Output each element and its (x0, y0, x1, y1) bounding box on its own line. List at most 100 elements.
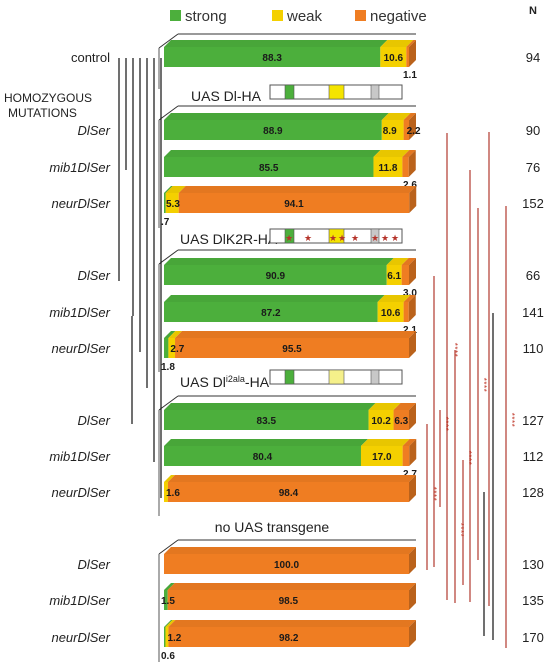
mutation-star-icon: ★ (329, 233, 337, 243)
bar-segment-negative (175, 338, 409, 358)
bar-segment-strong (164, 302, 378, 322)
legend-label-negative: negative (370, 8, 427, 25)
data-label: 94.1 (284, 199, 304, 210)
bar-top-weak (164, 475, 175, 482)
legend-label-strong: strong (185, 8, 227, 25)
construct-domain-green (284, 369, 295, 385)
bar-top-weak (381, 113, 411, 120)
significance-marker: **** (441, 417, 450, 431)
legend-label-weak: weak (286, 8, 323, 25)
bar-top-weak (165, 620, 176, 627)
section-header-uas-dl-i2ala-ha: UAS Dli2ala-HA (180, 374, 270, 390)
data-label: 10.2 (371, 416, 391, 427)
bar-segment-strong (164, 47, 381, 67)
data-label: 1.2 (167, 633, 181, 644)
data-label: 88.3 (262, 53, 282, 64)
n-value: 127 (522, 413, 544, 428)
bar-top-weak (373, 150, 410, 157)
bar-row-3: neurDlSer 152 .7 5.3 94.1 (51, 186, 544, 228)
bar-top-negative (178, 186, 417, 193)
bar-side-face (408, 150, 416, 177)
data-label: 87.2 (261, 308, 281, 319)
row-label: mib1DlSer (49, 160, 110, 175)
section-frame-corner (158, 33, 179, 49)
data-label: 0.6 (161, 651, 175, 662)
row-label: neurDlSer (51, 630, 110, 645)
n-value: 110 (523, 341, 544, 356)
mutation-star-icon: ★ (371, 233, 379, 243)
bar-top-weak (380, 40, 414, 47)
bar-top-negative (167, 475, 416, 482)
bar-segment-weak (386, 265, 402, 285)
bar-row-0: control 94 88.3 10.6 1.1 (71, 40, 540, 81)
row-label: DlSer (77, 557, 110, 572)
legend-swatch-negative (355, 10, 366, 21)
data-label: 2.2 (407, 126, 421, 137)
data-label: 98.4 (279, 488, 299, 499)
n-value: 135 (522, 593, 544, 608)
data-label: 1.5 (161, 596, 175, 607)
data-label: 5.3 (166, 199, 180, 210)
bar-row-10: DlSer 130 100.0 (77, 547, 544, 574)
bar-segment-negative (403, 120, 409, 140)
bar-segment-negative (401, 265, 409, 285)
mutation-star-icon: ★ (304, 233, 312, 243)
data-label: 6.3 (394, 416, 408, 427)
n-value: 128 (522, 485, 544, 500)
bar-segment-weak (377, 302, 404, 322)
bar-segment-negative (167, 590, 409, 610)
data-label: 1.6 (166, 488, 180, 499)
n-value: 94 (526, 50, 540, 65)
bar-row-6: neurDlSer 110 1.8 2.7 95.5 (51, 331, 543, 373)
data-label: 2.6 (403, 180, 417, 191)
bar-segment-weak (381, 120, 404, 140)
section-frame-corner (158, 395, 179, 411)
row-label: neurDlSer (51, 196, 110, 211)
bar-top-negative (402, 150, 416, 157)
bar-segment-negative (406, 47, 409, 67)
data-label: 88.9 (263, 126, 283, 137)
bar-top-strong (164, 331, 176, 338)
construct-domain-green (284, 228, 295, 244)
bar-segment-strong (164, 338, 169, 358)
bar-side-face (409, 583, 416, 610)
data-label: 83.5 (257, 416, 277, 427)
data-label: 2.7 (170, 344, 184, 355)
significance-marker: **** (429, 487, 438, 501)
bar-side-face (409, 547, 416, 574)
bar-side-face (409, 620, 416, 647)
n-value: 112 (523, 449, 544, 464)
n-value: 90 (526, 123, 540, 138)
row-label: mib1DlSer (49, 449, 110, 464)
bar-top-strong (164, 403, 376, 410)
bar-top-negative (175, 331, 416, 338)
bar-top-strong (164, 186, 173, 193)
bar-segment-strong (164, 410, 369, 430)
data-label: 6.1 (387, 271, 401, 282)
mutation-star-icon: ★ (391, 233, 399, 243)
bar-top-strong (164, 113, 389, 120)
data-label: 95.5 (282, 344, 302, 355)
n-value: 130 (522, 557, 544, 572)
section-header-no-transgene: no UAS transgene (215, 519, 330, 535)
bar-row-2: mib1DlSer 76 85.5 11.8 2.6 (49, 150, 540, 191)
bar-segment-strong (164, 265, 387, 285)
data-label: 10.6 (384, 53, 404, 64)
mutation-star-icon: ★ (285, 233, 293, 243)
row-label: DlSer (77, 123, 110, 138)
data-label: 85.5 (259, 163, 279, 174)
legend-swatch-strong (170, 10, 181, 21)
bar-segment-negative (178, 193, 410, 213)
bar-top-strong (164, 258, 394, 265)
construct-domain-yellow (328, 84, 345, 100)
bar-side-face (408, 295, 416, 322)
bar-top-strong (164, 150, 381, 157)
bar-side-face (409, 113, 416, 140)
row-label: neurDlSer (51, 485, 110, 500)
significance-marker: **** (479, 378, 488, 392)
bar-top-negative (401, 258, 416, 265)
data-label: 1.8 (161, 362, 175, 373)
construct-domain-grey (370, 369, 380, 385)
bar-top-negative (406, 40, 416, 47)
